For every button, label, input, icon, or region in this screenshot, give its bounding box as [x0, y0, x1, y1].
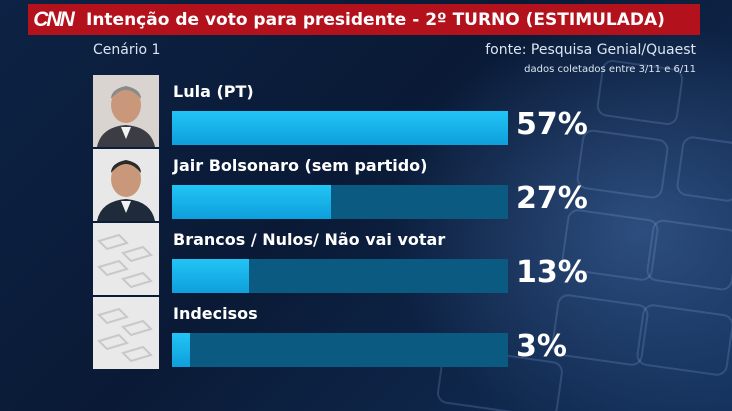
bar: [172, 333, 190, 367]
bar-track: [172, 259, 508, 293]
bar-row: Brancos / Nulos/ Não vai votar 13%: [93, 223, 613, 295]
person-photo: [93, 75, 159, 147]
data-label: 27%: [516, 181, 588, 216]
bar-track: [172, 185, 508, 219]
bar-row: Indecisos 3%: [93, 297, 613, 369]
cnn-logo: CNN: [33, 7, 75, 31]
bar-row: Lula (PT) 57%: [93, 75, 613, 147]
bar-track: [172, 111, 508, 145]
dates-label: dados coletados entre 3/11 e 6/11: [524, 64, 696, 75]
category-label: Brancos / Nulos/ Não vai votar: [173, 230, 446, 249]
bar: [172, 185, 332, 219]
data-label: 3%: [516, 329, 567, 364]
bar: [172, 259, 249, 293]
scenario-label: Cenário 1: [93, 42, 161, 58]
source-label: fonte: Pesquisa Genial/Quaest: [485, 42, 696, 58]
data-label: 57%: [516, 107, 588, 142]
person-photo: [93, 149, 159, 221]
data-label: 13%: [516, 255, 588, 290]
ballot-icon: [93, 297, 159, 369]
bar-track: [172, 333, 508, 367]
category-label: Indecisos: [173, 304, 258, 323]
bar-row: Jair Bolsonaro (sem partido) 27%: [93, 149, 613, 221]
chart-title: Intenção de voto para presidente - 2º TU…: [86, 9, 665, 30]
bar: [172, 111, 508, 145]
category-label: Jair Bolsonaro (sem partido): [173, 156, 428, 175]
ballot-icon: [93, 223, 159, 295]
category-label: Lula (PT): [173, 82, 254, 101]
title-bar: CNN Intenção de voto para presidente - 2…: [28, 4, 700, 35]
